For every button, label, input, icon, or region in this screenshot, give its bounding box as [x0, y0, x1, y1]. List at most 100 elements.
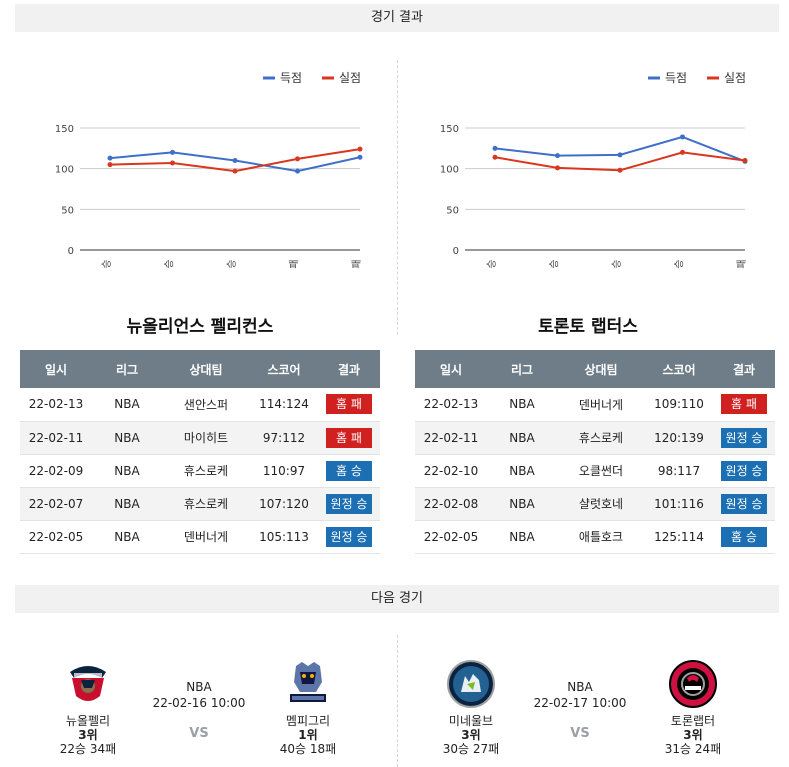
pelicans-logo	[62, 658, 114, 710]
home-team[interactable]: 뉴올펠리 3위 22승 34패	[48, 658, 128, 756]
cell-date: 22-02-10	[415, 454, 487, 488]
raptors-results-table: 일시 리그 상대팀 스코어 결과 22-02-13 NBA 덴버너게 109:110 홈…	[415, 350, 775, 554]
data-point-conceded	[232, 168, 238, 174]
cell-date: 22-02-07	[20, 487, 92, 521]
away-team-rank: 3위	[683, 728, 703, 742]
home-team-rank: 3위	[461, 728, 481, 742]
cell-league: NBA	[487, 487, 557, 521]
col-result: 결과	[713, 350, 775, 388]
data-point-score	[492, 145, 498, 151]
result-badge: 원정 승	[721, 493, 767, 514]
home-team[interactable]: 미네울브 3위 30승 27패	[431, 658, 511, 756]
data-point-score	[107, 155, 113, 161]
away-team-name: 멤피그리	[285, 714, 331, 728]
match-datetime: 22-02-16 10:00	[152, 696, 246, 710]
cell-opponent: 휴스로케	[162, 487, 250, 521]
result-badge: 홈 승	[721, 526, 767, 547]
cell-score: 105:113	[250, 520, 318, 554]
cell-opponent: 덴버너게	[162, 520, 250, 554]
x-tick-label: 패	[736, 259, 748, 268]
data-point-conceded	[680, 149, 685, 155]
vs-label: VS	[570, 726, 590, 741]
match-info: NBA 22-02-17 10:00 VS	[525, 680, 635, 741]
cell-date: 22-02-11	[20, 421, 92, 455]
data-point-score	[170, 149, 175, 155]
col-league: 리그	[487, 350, 557, 388]
col-score: 스코어	[645, 350, 713, 388]
cell-date: 22-02-13	[20, 388, 92, 422]
x-tick-label: 승	[549, 259, 561, 268]
table-row: 22-02-05 NBA 애틀호크 125:114 홈 승	[415, 520, 775, 554]
cell-score: 98:117	[645, 454, 713, 488]
away-team-rank: 1위	[298, 728, 318, 742]
cell-result: 홈 승	[318, 454, 380, 488]
table-row: 22-02-08 NBA 샬럿호네 101:116 원정 승	[415, 487, 775, 521]
next-games-section-header: 다음 경기	[15, 585, 779, 613]
x-tick-label: 승	[674, 259, 686, 268]
x-tick-label: 패	[351, 259, 363, 268]
cell-result: 원정 승	[713, 454, 775, 488]
home-team-record: 30승 27패	[442, 742, 500, 756]
cell-league: NBA	[487, 421, 557, 455]
cell-result: 홈 패	[318, 421, 380, 455]
cell-opponent: 샬럿호네	[557, 487, 645, 521]
result-badge: 홈 패	[721, 394, 767, 415]
match-league: NBA	[186, 680, 212, 694]
cell-date: 22-02-11	[415, 421, 487, 455]
team-title-pelicans: 뉴올리언스 펠리컨스	[126, 317, 274, 337]
cell-result: 원정 승	[318, 520, 380, 554]
cell-result: 원정 승	[318, 487, 380, 521]
col-score: 스코어	[250, 350, 318, 388]
x-tick-label: 승	[101, 259, 113, 268]
cell-result: 원정 승	[713, 421, 775, 455]
home-team-rank: 3위	[78, 728, 98, 742]
timberwolves-logo	[445, 658, 497, 710]
data-point-score	[617, 152, 623, 158]
x-tick-label: 승	[226, 259, 238, 268]
data-point-conceded	[295, 156, 300, 162]
away-team[interactable]: 멤피그리 1위 40승 18패	[268, 658, 348, 756]
table-row: 22-02-11 NBA 휴스로케 120:139 원정 승	[415, 421, 775, 455]
col-date: 일시	[20, 350, 92, 388]
away-team-record: 40승 18패	[279, 742, 337, 756]
match-datetime: 22-02-17 10:00	[533, 696, 627, 710]
y-tick-label: 100	[55, 165, 74, 176]
legend-label-score: 득점	[665, 71, 687, 85]
raptors-line-chart: 득점 실점 0 50 100 150 승 승 승 승 패	[440, 71, 748, 269]
y-tick-label: 150	[55, 124, 74, 135]
result-badge: 원정 승	[326, 493, 372, 514]
raptors-logo	[667, 658, 719, 710]
results-section-header: 경기 결과	[15, 4, 779, 32]
table-header-row: 일시 리그 상대팀 스코어 결과	[415, 350, 775, 388]
x-tick-label: 승	[611, 259, 623, 268]
vs-label: VS	[189, 726, 209, 741]
x-tick-label: 승	[164, 259, 176, 268]
cell-date: 22-02-05	[415, 520, 487, 554]
x-tick-label: 패	[289, 259, 301, 268]
cell-result: 원정 승	[713, 487, 775, 521]
cell-opponent: 오클썬더	[557, 454, 645, 488]
cell-score: 101:116	[645, 487, 713, 521]
away-team[interactable]: 토론랩터 3위 31승 24패	[653, 658, 733, 756]
cell-league: NBA	[487, 520, 557, 554]
cell-opponent: 휴스로케	[162, 454, 250, 488]
data-point-conceded	[617, 167, 623, 173]
cell-date: 22-02-13	[415, 388, 487, 422]
data-point-score	[680, 134, 685, 140]
data-point-score	[232, 158, 238, 164]
result-badge: 원정 승	[326, 526, 372, 547]
match-info: NBA 22-02-16 10:00 VS	[144, 680, 254, 741]
legend-label-conceded: 실점	[724, 71, 746, 85]
table-row: 22-02-07 NBA 휴스로케 107:120 원정 승	[20, 487, 380, 521]
table-row: 22-02-11 NBA 마이히트 97:112 홈 패	[20, 421, 380, 455]
cell-league: NBA	[92, 388, 162, 422]
result-badge: 홈 패	[326, 394, 372, 415]
y-tick-label: 0	[68, 246, 74, 257]
match-league: NBA	[567, 680, 593, 694]
cell-score: 107:120	[250, 487, 318, 521]
team-title-raptors: 토론토 랩터스	[538, 317, 638, 337]
raptors-chart: 득점 실점 0 50 100 150 승 승 승 승 패	[405, 60, 765, 275]
result-badge: 원정 승	[721, 460, 767, 481]
series-line-score	[494, 135, 746, 163]
results-divider	[397, 60, 398, 335]
